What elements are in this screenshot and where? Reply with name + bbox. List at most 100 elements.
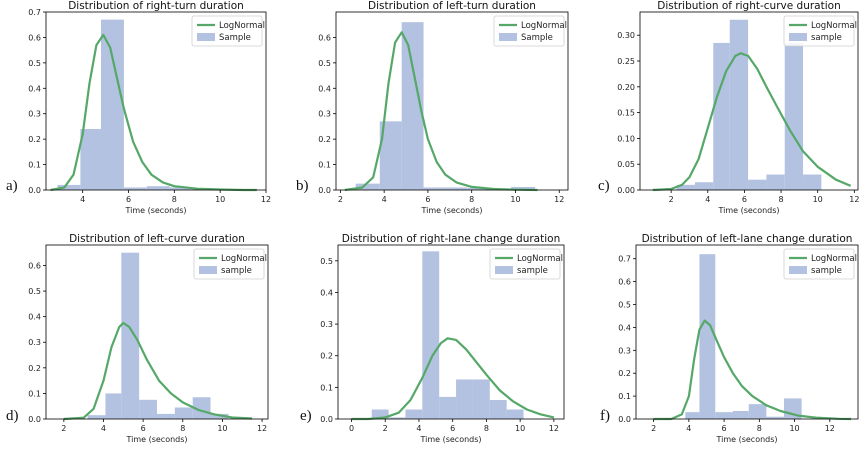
y-tick-label: 0.7 [618,255,631,264]
histogram-bar [467,187,490,190]
y-tick-label: 0.0 [28,415,41,424]
histogram-bar [713,42,730,191]
histogram-bar [694,182,714,190]
x-tick-label: 4 [686,424,691,433]
y-tick-label: 0.05 [617,160,635,169]
histogram-bar [729,19,749,190]
histogram-bar [676,184,695,190]
plot-frame [45,11,267,191]
histogram-bar [405,409,423,419]
histogram-bar [146,186,170,190]
panel-letter: b) [296,178,309,194]
histogram-bar [715,412,733,419]
y-tick-label: 0.0 [618,415,631,424]
x-tick-label: 12 [549,424,559,433]
histogram-bar [80,128,101,190]
x-tick-label: 8 [757,424,762,433]
x-tick-label: 12 [261,195,271,204]
x-tick-label: 2 [61,424,66,433]
histogram-bar [784,42,804,191]
chart-right-lane-change: 0 2 4 6 8 10 12 0.0 0.1 0.2 0.3 0.4 0.5 Distribution … [300,233,565,444]
panel-letter: f) [600,408,610,424]
histogram-bar [210,413,229,419]
x-tick-label: 6 [425,195,430,204]
y-tick-label: 0.1 [318,161,331,170]
y-tick-label: 0.2 [320,352,333,361]
x-axis-label: Time (seconds) [717,206,779,215]
legend-bar-swatch [495,266,513,274]
x-tick-label: 4 [382,195,387,204]
y-tick-label: 0.2 [618,369,631,378]
y-tick-label: 0.5 [28,59,41,68]
x-tick-label: 8 [180,424,185,433]
legend-bar-swatch [199,266,217,274]
x-tick-label: 4 [80,195,85,204]
y-tick-label: 0.4 [318,84,331,93]
histogram-bar [105,393,122,419]
y-tick-label: 0.4 [618,323,631,332]
histogram-bar [699,254,716,419]
histogram-bar [472,379,490,419]
y-tick-label: 0.3 [320,320,333,329]
x-tick-label: 8 [779,195,784,204]
lognormal-curve [63,321,253,421]
histogram-bar [157,413,175,419]
x-tick-label: 6 [450,424,455,433]
y-tick-label: 0.1 [618,392,631,401]
y-tick-label: 0.1 [28,389,41,398]
histogram-bar [174,407,193,419]
histogram-bar [456,379,473,419]
lognormal-curve [653,319,852,421]
y-tick-label: 0.2 [28,135,41,144]
x-axis-label: Time (seconds) [715,435,777,444]
y-tick-label: 0.1 [320,383,333,392]
x-tick-label: 4 [101,424,106,433]
y-tick-label: 0.0 [318,186,331,195]
y-tick-label: 0.0 [28,186,41,195]
y-tick-label: 0.6 [28,261,41,270]
chart-title: Distribution of right-curve duration [657,0,840,12]
legend: LogNormal Sample [493,15,567,47]
plot-frame [639,11,859,191]
histogram-bar [388,417,406,419]
y-tick-label: 0.3 [28,110,41,119]
lognormal-curve [344,31,538,192]
x-tick-label: 10 [789,424,799,433]
legend-label-sample: sample [517,266,548,276]
lognormal-curve [351,337,555,421]
histogram-bar [511,186,536,190]
legend: LogNormal sample [783,248,857,280]
histogram-bar [169,187,191,190]
histogram-bar [445,187,468,190]
legend-bar-swatch [499,33,517,41]
y-tick-label: 0.6 [618,278,631,287]
legend-label-sample: Sample [521,33,553,43]
histogram-bar [355,183,380,190]
legend-label-sample: sample [811,266,842,276]
legend: LogNormal sample [489,248,563,280]
histogram-bar [192,397,211,419]
histogram-bar [506,409,524,419]
y-tick-label: 0.1 [28,161,41,170]
histogram-bar [439,396,457,419]
histogram-bar [748,404,767,419]
x-tick-label: 12 [825,424,835,433]
y-tick-label: 0.4 [28,84,41,93]
x-axis-label: Time (seconds) [420,206,482,215]
legend: LogNormal sample [783,15,857,47]
y-tick-label: 0.3 [318,110,331,119]
y-tick-label: 0.5 [618,301,631,310]
x-tick-label: 10 [515,424,525,433]
legend-label-curve: LogNormal [811,21,857,31]
x-tick-label: 10 [215,195,225,204]
y-tick-label: 0.3 [28,338,41,347]
y-tick-label: 0.30 [617,31,635,40]
y-tick-label: 0.00 [617,186,635,195]
x-tick-label: 6 [141,424,146,433]
plot-frame [45,244,269,420]
legend-label-curve: LogNormal [521,21,567,31]
x-tick-label: 2 [669,195,674,204]
y-tick-label: 0.15 [617,109,635,118]
histogram-bar [371,409,389,419]
